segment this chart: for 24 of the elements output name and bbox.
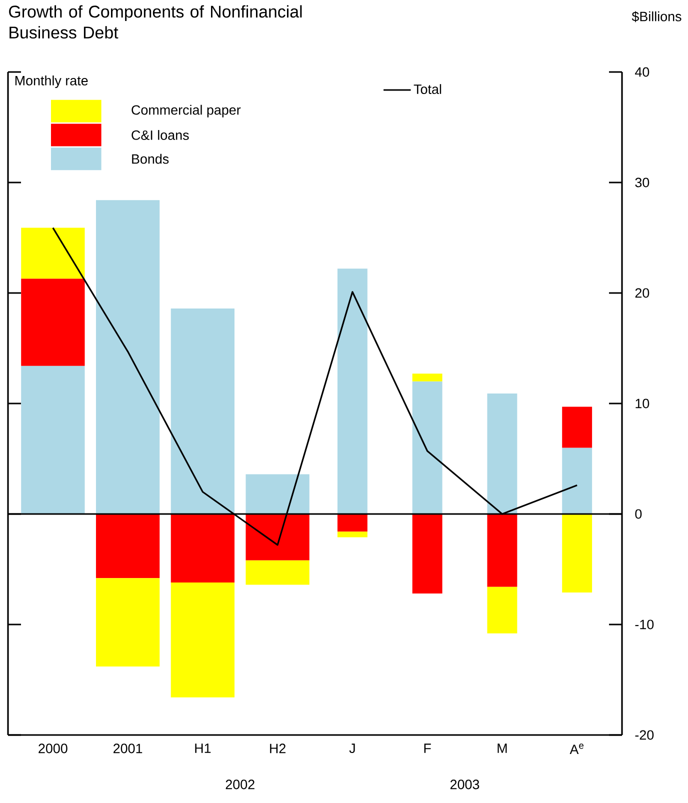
x-tick-label: 2001 [114, 744, 142, 754]
y-tick-label: 40 [634, 67, 650, 77]
x-tick-label: H1 [195, 744, 211, 753]
x-tick-label: A$^{e}$ [570, 744, 584, 754]
y-tick-label: -10 [635, 620, 654, 630]
text: 2003 [450, 780, 480, 790]
x-tick-label: 2000 [38, 744, 68, 754]
legend-title: Monthly rate [15, 76, 88, 88]
x-tick-label: H2 [270, 744, 286, 754]
legend-label: Bonds [132, 154, 169, 164]
legend-label: C&I loans [132, 130, 189, 140]
y-tick-label: -20 [635, 730, 654, 740]
y-tick-label: 10 [636, 398, 650, 408]
x-tick-label: M [498, 744, 507, 753]
legend-label: Commercial paper [132, 104, 241, 118]
y-tick-label: 30 [635, 178, 650, 188]
y-axis-title: $Billions [632, 11, 682, 22]
legend-label: Total [414, 84, 442, 94]
y-tick-label: 0 [635, 509, 642, 519]
x-tick-label: F [424, 744, 431, 753]
text: 2002 [226, 780, 254, 790]
chart-title: Growth of Components of Nonfinancial Business Debt [9, 5, 302, 39]
x-tick-label: J [349, 744, 355, 754]
y-tick-label: 20 [635, 288, 650, 298]
